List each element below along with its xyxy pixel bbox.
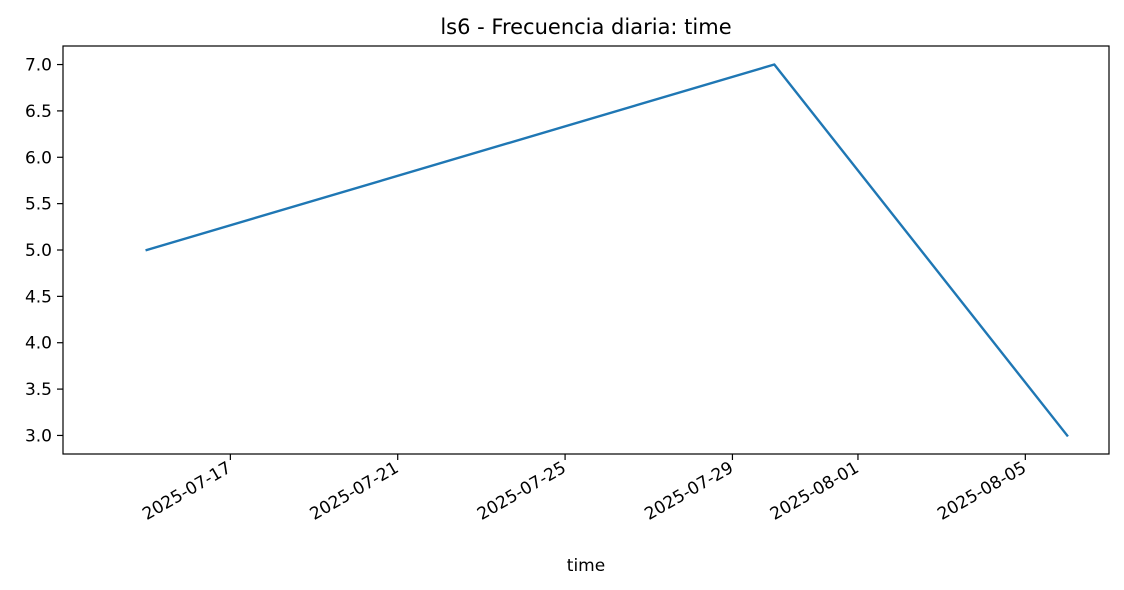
x-axis: 2025-07-17 2025-07-21 2025-07-25 2025-07-29… bbox=[139, 454, 1030, 525]
plot-frame bbox=[62, 45, 1110, 455]
x-axis-label: time bbox=[567, 556, 605, 576]
x-tick-label: 2025-07-17 bbox=[139, 458, 235, 525]
y-tick-label: 7.0 bbox=[25, 56, 52, 76]
x-tick-label: 2025-08-05 bbox=[934, 458, 1030, 525]
y-tick-label: 4.0 bbox=[25, 334, 52, 354]
chart-title: ls6 - Frecuencia diaria: time bbox=[440, 15, 731, 39]
series-line bbox=[145, 63, 1069, 438]
x-tick-label: 2025-07-25 bbox=[474, 458, 570, 525]
y-tick-label: 3.5 bbox=[25, 380, 52, 400]
y-tick-label: 6.5 bbox=[25, 102, 52, 122]
x-tick-label: 2025-07-21 bbox=[307, 458, 403, 525]
series-layer bbox=[145, 63, 1069, 438]
y-tick-label: 4.5 bbox=[25, 287, 52, 307]
y-axis: 3.0 3.5 4.0 4.5 5.0 5.5 6.0 6.5 7.0 bbox=[25, 56, 63, 446]
x-tick-label: 2025-07-29 bbox=[641, 458, 737, 525]
x-tick-label: 2025-08-01 bbox=[767, 458, 863, 525]
y-tick-label: 3.0 bbox=[25, 426, 52, 446]
y-tick-label: 6.0 bbox=[25, 148, 52, 168]
y-tick-label: 5.5 bbox=[25, 195, 52, 215]
y-tick-label: 5.0 bbox=[25, 241, 52, 261]
